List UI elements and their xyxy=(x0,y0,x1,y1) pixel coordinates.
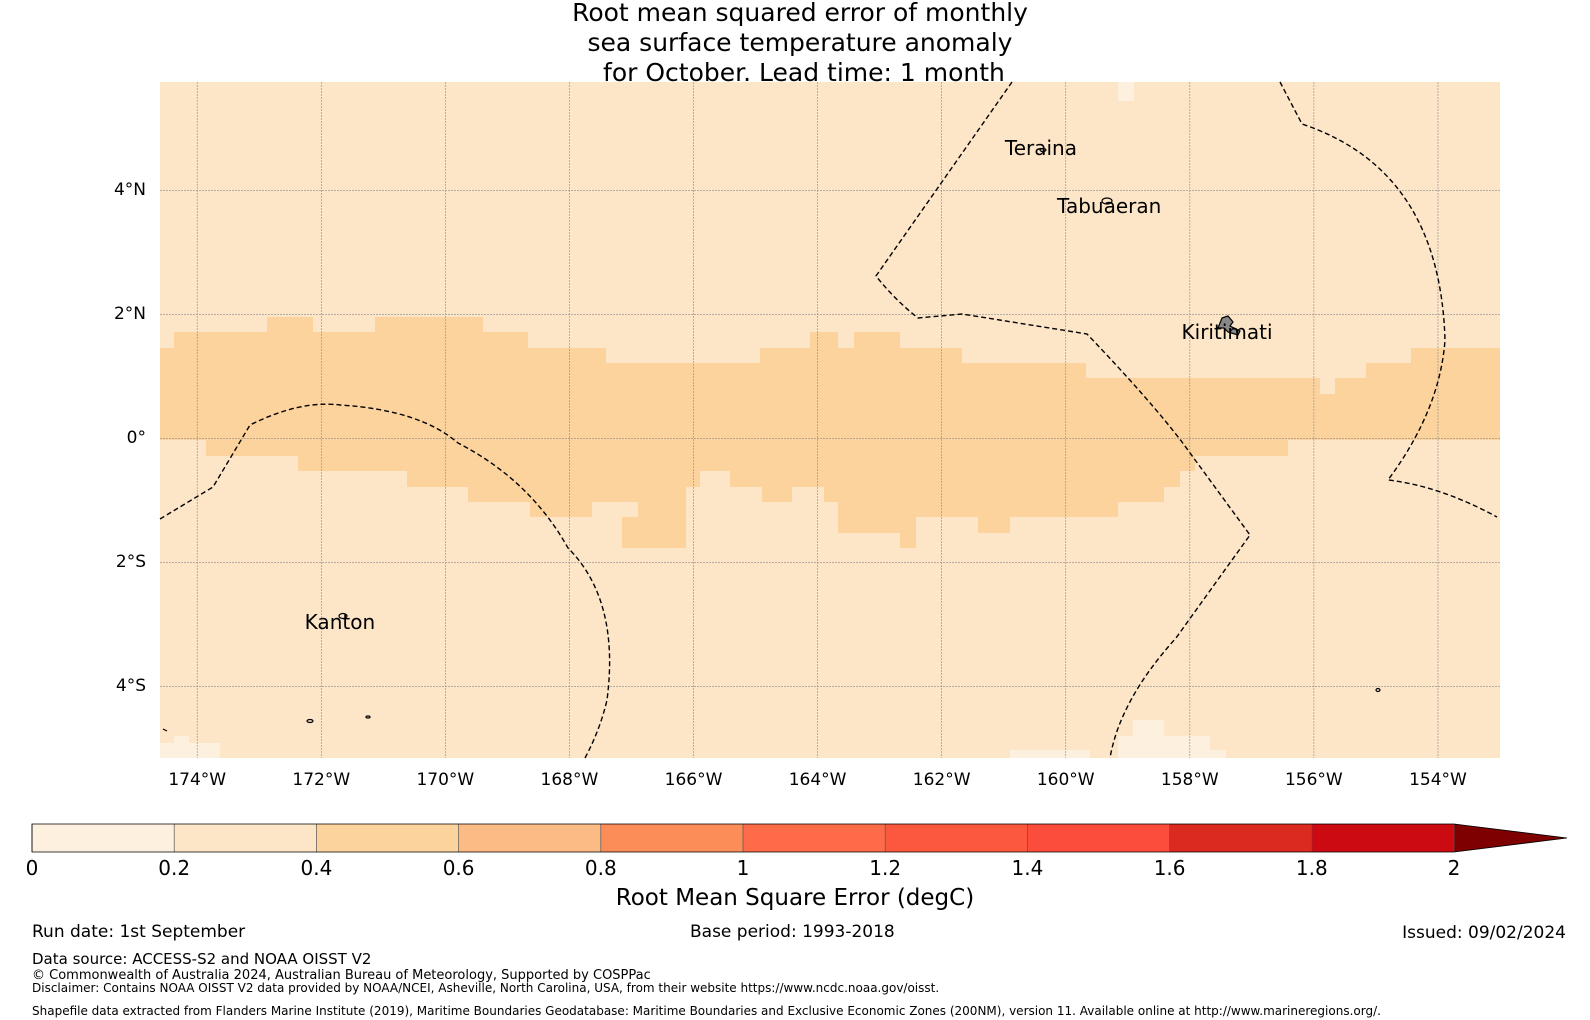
colorbar-tick-label: 0.2 xyxy=(158,856,191,880)
latitude-label: 4°N xyxy=(113,179,146,200)
kiritimati-island xyxy=(1217,315,1241,336)
colorbar-segment xyxy=(32,824,175,852)
colorbar-segment xyxy=(174,824,317,852)
place-label: Teraina xyxy=(1004,136,1077,161)
copyright: © Commonwealth of Australia 2024, Austra… xyxy=(32,968,651,983)
longitude-label: 158°W xyxy=(1160,770,1219,790)
longitude-label: 164°W xyxy=(788,770,847,790)
colorbar-segment xyxy=(743,824,886,852)
longitude-label: 154°W xyxy=(1409,770,1467,790)
eez-boundary-phoenix-islands xyxy=(159,403,611,759)
colorbar-extend-arrow xyxy=(1454,824,1567,852)
title-line-1: Root mean squared error of monthly xyxy=(572,0,1028,27)
colorbar-tick-label: 0.6 xyxy=(442,856,475,880)
disclaimer: Disclaimer: Contains NOAA OISST V2 data … xyxy=(32,981,940,995)
equatorial-rmse-band xyxy=(160,317,1500,548)
islet xyxy=(1375,687,1381,693)
colorbar-outline xyxy=(31,823,1568,853)
longitude-label: 156°W xyxy=(1284,770,1343,790)
colorbar-tick-label: 1.4 xyxy=(1011,856,1044,880)
low-rmse-patch xyxy=(1118,82,1134,101)
colorbar-tick-label: 2 xyxy=(1447,856,1461,880)
colorbar-tick-label: 0.4 xyxy=(300,856,333,880)
colorbar-segments xyxy=(31,823,1568,853)
islet xyxy=(162,728,168,732)
latitude-label: 2°N xyxy=(113,303,146,324)
island-outlines xyxy=(162,147,1381,732)
longitude-label: 160°W xyxy=(1036,770,1095,790)
colorbar-segment xyxy=(1311,824,1455,852)
longitude-label: 174°W xyxy=(168,770,227,790)
colorbar-tick-label: 0.8 xyxy=(584,856,617,880)
place-label: Kiritimati xyxy=(1181,319,1273,344)
latitude-label: 2°S xyxy=(115,551,146,572)
islet xyxy=(365,715,371,719)
colorbar-tick-label: 0 xyxy=(25,856,39,880)
low-rmse-patch xyxy=(160,743,220,758)
teraina-island xyxy=(1039,147,1047,153)
graticule xyxy=(160,82,1500,758)
data-source: Data source: ACCESS-S2 and NOAA OISST V2 xyxy=(32,950,372,968)
place-label: Tabuaeran xyxy=(1057,194,1162,219)
colorbar-segment xyxy=(316,824,460,852)
latitude-label: 0° xyxy=(126,427,146,448)
colorbar-tick-label: 1.2 xyxy=(869,856,902,880)
colorbar-segment xyxy=(458,824,602,852)
colorbar-title: Root Mean Square Error (degC) xyxy=(615,885,975,911)
run-date: Run date: 1st September xyxy=(32,922,246,942)
issued-date: Issued: 09/02/2024 xyxy=(1402,923,1566,943)
eez-boundary-kiritimati-east xyxy=(1279,81,1498,518)
eez-boundaries xyxy=(159,81,1498,759)
longitude-label: 172°W xyxy=(292,770,351,790)
base-period: Base period: 1993-2018 xyxy=(690,922,895,942)
shapefile-credit: Shapefile data extracted from Flanders M… xyxy=(32,1004,1381,1018)
title-line-2: sea surface temperature anomaly xyxy=(587,28,1013,57)
kanton-island xyxy=(338,612,348,620)
longitude-label: 170°W xyxy=(416,770,475,790)
low-rmse-patch xyxy=(1010,750,1090,758)
longitude-label: 168°W xyxy=(540,770,599,790)
colorbar-segment xyxy=(885,824,1028,852)
colorbar-tick-label: 1.8 xyxy=(1295,856,1328,880)
latitude-label: 4°S xyxy=(115,675,146,696)
eez-boundary-line-islands-north xyxy=(875,81,1251,759)
islet xyxy=(306,718,314,724)
colorbar-segment xyxy=(1027,824,1171,852)
colorbar-tick-label: 1 xyxy=(736,856,750,880)
colorbar-segment xyxy=(1169,824,1313,852)
colorbar-segment xyxy=(600,824,744,852)
longitude-label: 162°W xyxy=(912,770,971,790)
low-rmse-patch xyxy=(1118,720,1226,758)
longitude-label: 166°W xyxy=(664,770,723,790)
tabuaeran-island xyxy=(1101,197,1113,205)
place-label: Kanton xyxy=(304,609,376,634)
colorbar-tick-label: 1.6 xyxy=(1153,856,1186,880)
